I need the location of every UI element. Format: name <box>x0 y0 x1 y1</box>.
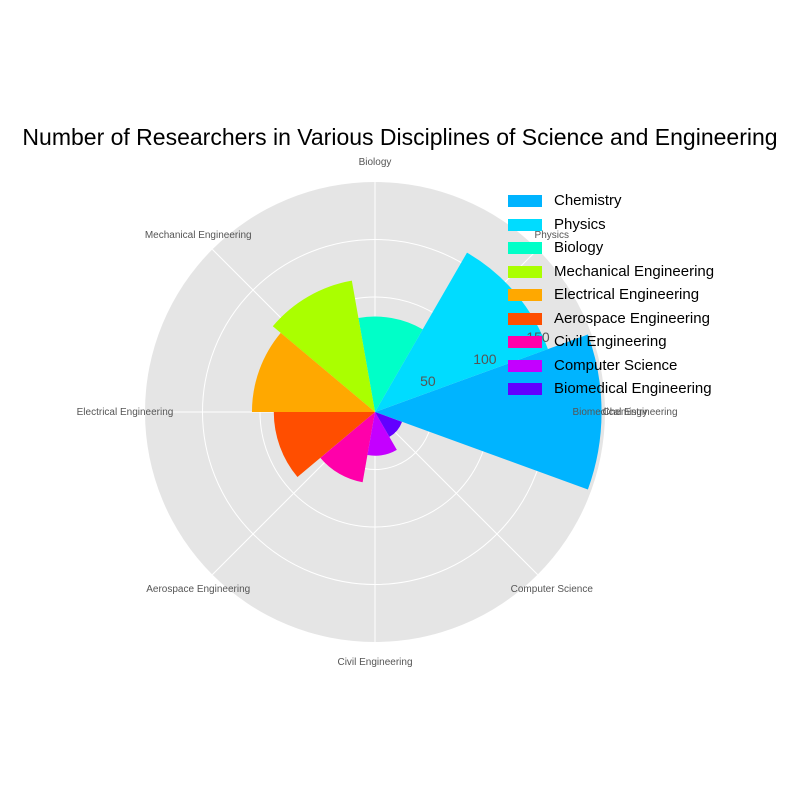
bar-aerospace-engineering <box>273 412 375 478</box>
bar-computer-science <box>367 412 397 456</box>
angle-tick-label: Chemistry <box>602 407 647 418</box>
angle-tick-label: Electrical Engineering <box>77 407 174 418</box>
legend-label: Civil Engineering <box>554 333 667 350</box>
legend-swatch <box>508 218 542 231</box>
legend-swatch <box>508 359 542 372</box>
bar-biomedical-engineering <box>375 412 403 437</box>
legend-label: Aerospace Engineering <box>554 309 710 327</box>
legend-label: Biomedical Engineering <box>554 380 712 397</box>
angle-tick-label: Biomedical Engineering <box>572 407 677 418</box>
legend-swatch <box>508 383 542 395</box>
angular-gridline <box>374 411 538 575</box>
legend-swatch <box>508 336 542 348</box>
chart-title: Number of Researchers in Various Discipl… <box>22 124 778 150</box>
legend-swatch <box>508 312 542 325</box>
legend-label: Biology <box>554 239 604 256</box>
legend-swatch <box>508 195 542 207</box>
legend-label: Electrical Engineering <box>554 286 700 303</box>
bar-biology <box>358 316 423 412</box>
bar-mechanical-engineering <box>272 280 375 412</box>
angle-tick-label: Aerospace Engineering <box>146 584 250 595</box>
legend-swatch <box>508 289 542 301</box>
bar-physics <box>375 252 548 412</box>
legend-label: Computer Science <box>554 356 678 374</box>
angle-tick-label: Physics <box>535 230 569 241</box>
radial-tick-label: 50 <box>420 373 436 389</box>
legend-label: Mechanical Engineering <box>554 262 715 280</box>
legend-label: Chemistry <box>554 192 622 209</box>
angle-tick-label: Civil Engineering <box>337 657 412 668</box>
angle-tick-label: Biology <box>359 157 392 168</box>
legend-swatch <box>508 265 542 278</box>
radial-tick-label: 100 <box>473 351 497 367</box>
bar-civil-engineering <box>320 412 375 483</box>
legend-swatch <box>508 242 542 254</box>
angle-tick-label: Mechanical Engineering <box>145 230 252 241</box>
bar-chemistry <box>375 334 602 490</box>
legend-label: Physics <box>554 215 606 233</box>
angle-tick-label: Computer Science <box>511 584 594 595</box>
bar-electrical-engineering <box>251 332 375 412</box>
